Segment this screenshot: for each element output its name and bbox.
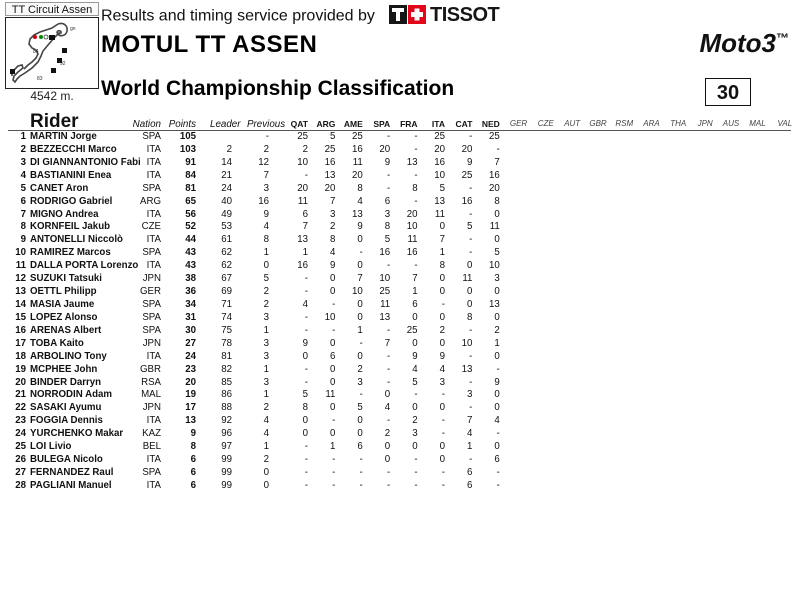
svg-text:'92: '92 [59,61,66,67]
svg-text:gn: gn [70,26,76,32]
svg-text:83: 83 [37,76,43,82]
svg-text:TISSOT: TISSOT [430,5,500,24]
svg-text:84: 84 [33,49,39,55]
